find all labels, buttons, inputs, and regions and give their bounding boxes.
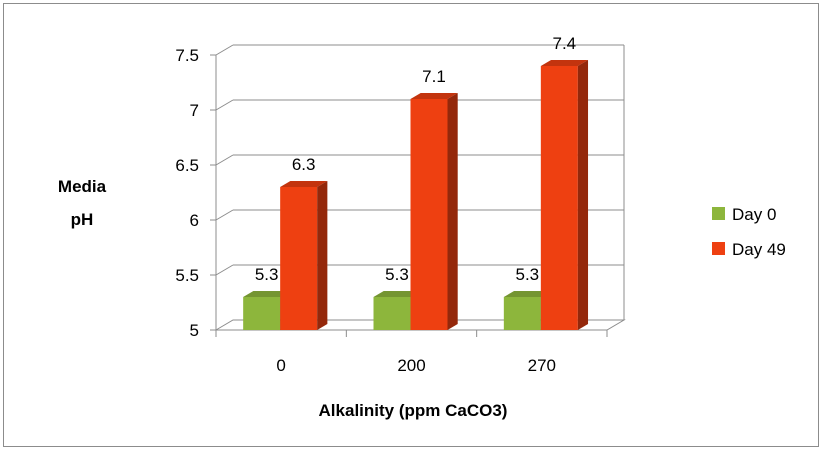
- y-tick-label: 5.5: [175, 266, 199, 285]
- x-tick-label: 0: [276, 356, 285, 375]
- bar-top: [503, 291, 552, 297]
- bar-top: [410, 93, 458, 99]
- bar-day-49-270: [540, 60, 589, 330]
- bar-front: [410, 99, 448, 330]
- bars: [243, 60, 589, 330]
- legend-label-day-0: Day 0: [732, 205, 776, 224]
- data-label: 6.3: [292, 155, 316, 174]
- legend-swatch-day-49: [712, 242, 725, 255]
- y-axis-title-line1: Media: [58, 177, 107, 196]
- y-tick-label: 5: [190, 321, 199, 340]
- bar-front: [503, 297, 541, 330]
- data-label: 5.3: [385, 265, 409, 284]
- bar-front: [243, 297, 281, 330]
- gridline-diag: [215, 44, 234, 56]
- gridline-diag: [215, 209, 234, 221]
- x-tick-label: 270: [528, 356, 556, 375]
- bar-day-49-0: [280, 181, 328, 330]
- y-tick-label: 6.5: [175, 156, 199, 175]
- x-axis: 0 200 270: [215, 330, 608, 375]
- gridline-diag: [215, 264, 234, 276]
- y-tick-label: 6: [190, 211, 199, 230]
- legend-label-day-49: Day 49: [732, 240, 786, 259]
- y-tick-label: 7.5: [175, 46, 199, 65]
- bar-side: [447, 93, 458, 330]
- data-label: 5.3: [255, 265, 279, 284]
- gridline-diag: [215, 99, 234, 111]
- y-tick-label: 7: [190, 101, 199, 120]
- x-tick-label: 200: [397, 356, 425, 375]
- y-axis-title-line2: pH: [71, 210, 94, 229]
- data-label: 7.4: [553, 34, 577, 53]
- bar-side: [577, 60, 589, 330]
- bar-top: [540, 60, 589, 66]
- legend-swatch-day-0: [712, 207, 725, 220]
- bar-front: [373, 297, 411, 330]
- data-label: 5.3: [516, 265, 540, 284]
- bar-top: [280, 181, 328, 187]
- bar-front: [280, 187, 318, 330]
- bar-day-49-200: [410, 93, 458, 330]
- legend: Day 0 Day 49: [712, 205, 786, 259]
- bar-front: [540, 66, 578, 330]
- bar-top: [373, 291, 421, 297]
- bar-side: [317, 181, 328, 330]
- bar-top: [243, 291, 291, 297]
- data-label: 7.1: [422, 67, 446, 86]
- data-labels: 5.3 6.3 5.3 7.1 5.3 7.4: [255, 34, 576, 284]
- y-axis-ticks: 5 5.5 6 6.5 7 7.5: [175, 46, 216, 340]
- gridline-diag: [215, 154, 234, 166]
- x-axis-title: Alkalinity (ppm CaCO3): [319, 401, 508, 420]
